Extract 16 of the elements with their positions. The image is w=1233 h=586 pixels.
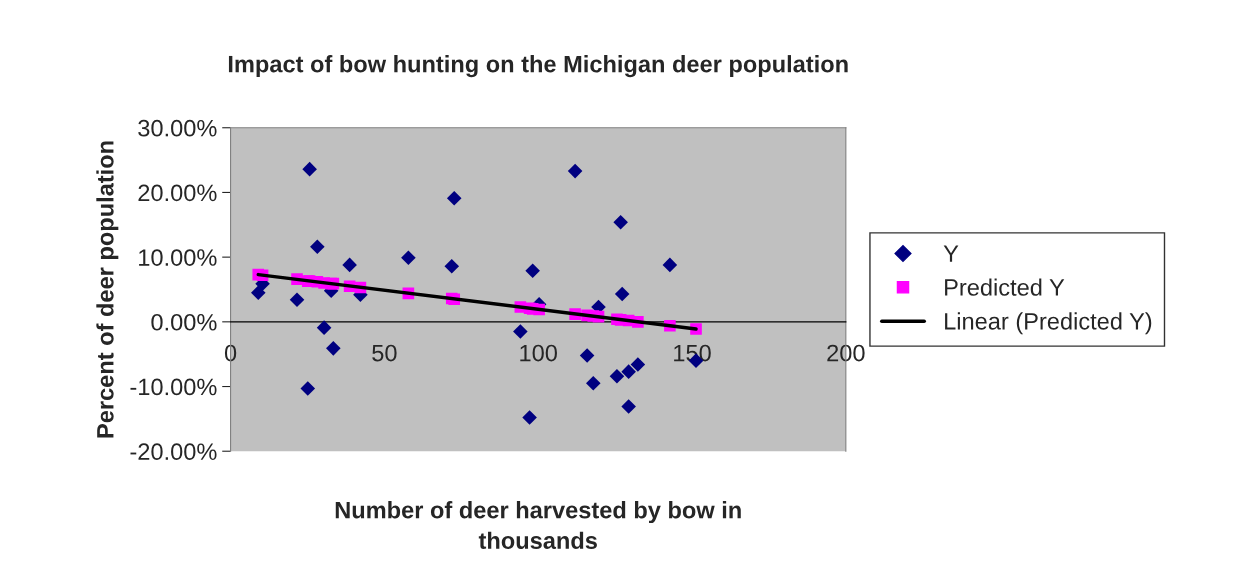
y-tick-label: -20.00% — [130, 443, 217, 461]
x-tick-label: 100 — [520, 344, 557, 362]
legend-label: Y — [943, 245, 959, 262]
legend-label: Linear (Predicted Y) — [945, 312, 1152, 335]
x-tick-label: 200 — [827, 344, 865, 362]
x-tick-label: 0 — [224, 344, 237, 362]
y-tick-label: 0.00% — [151, 313, 217, 331]
y-axis-title: Percent of deer population — [96, 141, 119, 438]
x-axis-title: Number of deer harvested by bow in thousands — [335, 501, 741, 550]
y-tick-label: 30.00% — [138, 119, 217, 137]
x-tick-label: 50 — [372, 344, 397, 362]
y-tick-label: 20.00% — [138, 184, 217, 202]
chart-title: Impact of bow hunting on the Michigan deer population — [228, 55, 848, 78]
y-tick-label: -10.00% — [130, 378, 217, 396]
legend-label: Predicted Y — [945, 278, 1065, 296]
y-tick-label: 10.00% — [139, 249, 217, 266]
